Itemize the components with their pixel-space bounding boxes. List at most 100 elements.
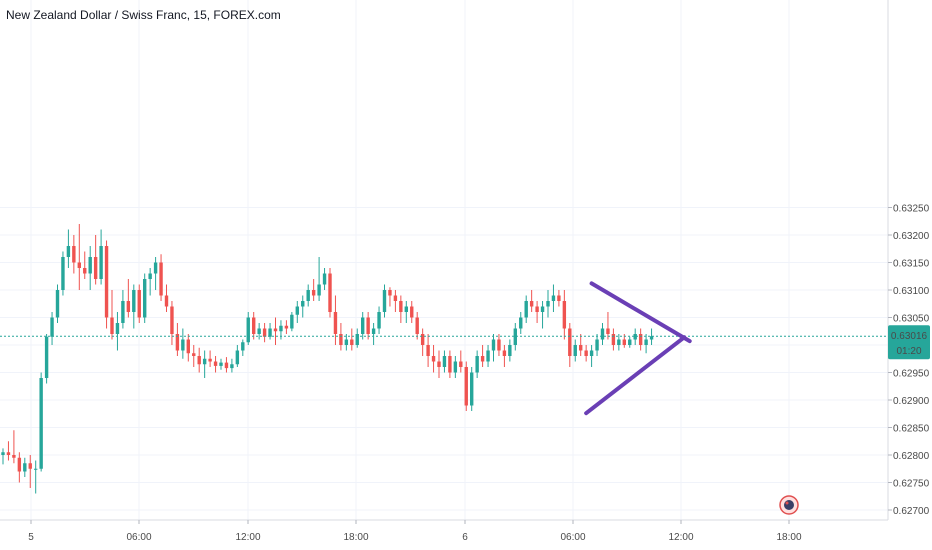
candle <box>328 268 332 318</box>
candle-body <box>153 262 158 274</box>
candle <box>633 328 637 345</box>
candle <box>83 251 87 279</box>
y-tick-label: 0.63150 <box>893 259 930 270</box>
candle-body <box>584 350 588 356</box>
candle-body <box>491 339 496 351</box>
candle-body <box>644 339 648 345</box>
candle-body <box>317 284 321 296</box>
candle-body <box>257 328 261 334</box>
candle <box>557 290 561 307</box>
triangle-upper-line[interactable] <box>589 281 692 344</box>
candle-body <box>649 336 654 340</box>
candle-body <box>202 358 207 365</box>
candle <box>399 295 403 323</box>
candle <box>339 323 343 351</box>
candle-body <box>480 356 485 362</box>
candle-body <box>388 290 392 296</box>
candle-body <box>371 328 376 334</box>
candle-body <box>382 290 387 312</box>
candle <box>546 290 550 318</box>
candle-body <box>535 306 539 312</box>
candle-body <box>540 306 545 312</box>
candle-body <box>197 356 201 365</box>
x-tick-label: 18:00 <box>776 532 801 543</box>
candle-body <box>333 312 338 334</box>
candle <box>371 323 376 345</box>
candle-body <box>28 463 32 469</box>
candle-body <box>230 364 234 369</box>
candle <box>252 312 256 340</box>
candle-body <box>99 246 103 279</box>
triangle-lower-line[interactable] <box>584 335 687 416</box>
candle <box>453 356 458 378</box>
candle-body <box>12 455 16 458</box>
candle <box>589 345 594 367</box>
candle <box>301 295 305 318</box>
y-tick-label: 0.63100 <box>893 286 930 297</box>
candle <box>535 301 539 323</box>
candle <box>617 334 621 351</box>
candle-body <box>557 295 561 301</box>
time-axis[interactable]: 5 06:00 12:00 18:00 6 06:00 12:00 18:00 <box>28 520 802 543</box>
candle-body <box>235 350 240 365</box>
candle-body <box>606 328 610 334</box>
candle-body <box>88 257 92 274</box>
candle <box>529 290 534 312</box>
candle <box>34 460 38 494</box>
candle <box>322 268 327 290</box>
candle <box>431 345 436 373</box>
candle <box>66 229 71 268</box>
candle-body <box>148 273 152 279</box>
price-axis[interactable]: 0.632500.632000.631500.631000.630500.630… <box>888 204 930 518</box>
candle <box>224 357 229 373</box>
candle-body <box>262 328 267 337</box>
candle <box>393 290 398 312</box>
candle <box>448 350 452 378</box>
candle-body <box>181 339 185 351</box>
candle <box>562 290 567 340</box>
candle <box>366 312 370 340</box>
candle <box>382 284 387 318</box>
bar-countdown: 01:20 <box>896 346 921 357</box>
event-flag-icon[interactable] <box>779 495 799 515</box>
candle-body <box>121 301 125 323</box>
candle-body <box>175 334 180 351</box>
candle-body <box>39 378 43 469</box>
candle <box>290 312 294 332</box>
candle <box>39 372 43 472</box>
candle-body <box>110 317 114 334</box>
candle-body <box>519 317 523 329</box>
candle <box>426 334 430 367</box>
candle <box>377 306 381 334</box>
candle-body <box>464 367 468 406</box>
candle <box>99 229 103 285</box>
y-tick-label: 0.62850 <box>893 424 930 435</box>
candle-body <box>66 246 71 257</box>
candle <box>628 336 632 348</box>
candle-body <box>219 362 223 366</box>
triangle-pattern-lines[interactable] <box>584 281 692 416</box>
candle-body <box>137 290 141 318</box>
candle <box>28 455 32 488</box>
candle-body <box>339 334 343 345</box>
last-price-value: 0.63016 <box>891 331 928 342</box>
candle-body <box>126 301 131 312</box>
candle <box>350 328 354 351</box>
candle-body <box>633 334 637 340</box>
candle-body <box>513 328 517 345</box>
candle-body <box>213 361 218 366</box>
x-tick-label: 12:00 <box>235 532 260 543</box>
candle-body <box>453 361 458 373</box>
candle <box>551 284 556 312</box>
candle-body <box>568 328 572 356</box>
candle-body <box>328 273 332 312</box>
candle <box>470 367 474 411</box>
candle <box>579 334 583 356</box>
candle-body <box>486 350 490 362</box>
candle <box>344 334 349 351</box>
candle-body <box>115 323 120 334</box>
candle <box>508 339 512 362</box>
candle-body <box>344 339 349 345</box>
candle <box>121 290 125 329</box>
